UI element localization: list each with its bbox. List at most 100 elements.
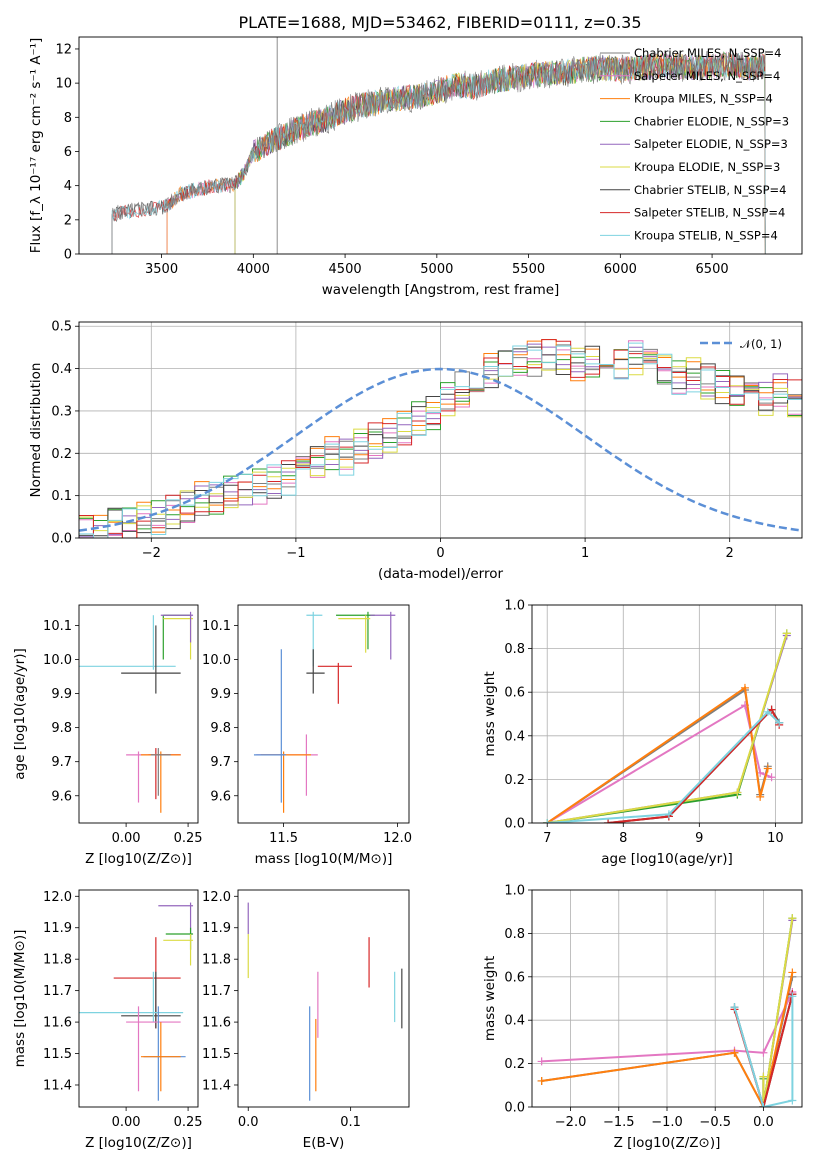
legend-entry: Chabrier STELIB, N_SSP=4 [634, 183, 786, 197]
axes-frame [78, 321, 803, 539]
weight-marker [759, 1048, 768, 1057]
axes-frame [531, 889, 803, 1108]
x-tick-label: 0.1 [340, 1115, 361, 1130]
x-axis-label: mass [log10(M/M⊙)] [255, 851, 393, 867]
x-tick-label: −2.0 [555, 1115, 587, 1130]
y-tick-label: 0.6 [504, 970, 525, 985]
figure-title: PLATE=1688, MJD=53462, FIBERID=0111, z=0… [238, 13, 641, 32]
x-axis-label: age [log10(age/yr)] [601, 851, 733, 867]
y-tick-label: 0.8 [504, 927, 525, 942]
y-tick-label: 10.1 [202, 619, 231, 634]
y-tick-label: 8 [64, 111, 72, 126]
x-tick-label: 0.0 [753, 1115, 774, 1130]
y-tick-label: 9.6 [210, 789, 231, 804]
observed-spectrum-line [111, 49, 766, 254]
y-tick-label: 0.4 [504, 729, 525, 744]
y-tick-label: 0.2 [504, 1057, 525, 1072]
weight-marker [788, 992, 797, 1001]
weight-line [607, 707, 781, 823]
y-tick-label: 0 [64, 248, 72, 263]
y-tick-label: 12.0 [202, 890, 231, 905]
weight-vs-age-panel: 7 8 9 10 0.0 0.2 0.4 0.6 0.8 1.0 age [log10(age/yr… [482, 599, 803, 867]
x-axis-label: Z [log10(Z/Z⊙)] [614, 1135, 721, 1151]
x-tick-label: 7 [543, 831, 551, 846]
x-axis-label: E(B-V) [303, 1135, 345, 1151]
weight-marker [759, 1103, 768, 1107]
y-tick-label: 11.5 [202, 1047, 231, 1062]
x-tick-label: 2 [726, 546, 734, 561]
weight-marker [730, 1003, 739, 1012]
histogram-step [79, 339, 802, 538]
axes-frame [237, 604, 410, 824]
x-tick-label: 0 [436, 546, 444, 561]
histogram-step [79, 342, 802, 538]
x-tick-label: 10 [767, 831, 784, 846]
weight-marker [763, 764, 772, 773]
legend-entry: Kroupa ELODIE, N_SSP=3 [634, 160, 780, 174]
mass-vs-metallicity-panel: 0.00 0.25 11.4 11.5 11.6 11.7 11.8 11.9 12.0 Z [l… [12, 889, 203, 1151]
weight-marker [537, 1057, 546, 1066]
axes-frame [237, 889, 410, 1108]
mass-vs-extinction-panel: 0.0 0.1 11.4 11.5 11.6 11.7 11.8 11.9 12.0 E(B-V) [202, 889, 410, 1151]
y-axis-label: mass weight [482, 671, 498, 756]
legend-entry: Salpeter ELODIE, N_SSP=3 [634, 137, 788, 151]
x-tick-label: 12.0 [383, 831, 412, 846]
x-tick-label: −1.0 [651, 1115, 683, 1130]
weight-line [762, 918, 794, 1107]
y-tick-label: 11.8 [43, 953, 72, 968]
y-tick-label: 9.8 [210, 721, 231, 736]
y-tick-label: 12 [55, 42, 72, 57]
y-tick-label: 0.4 [51, 362, 72, 377]
legend-entry: Kroupa STELIB, N_SSP=4 [634, 228, 778, 242]
y-axis-label: mass [log10(M/M⊙)] [12, 930, 28, 1068]
y-tick-label: 1.0 [504, 884, 525, 899]
y-axis-label: age [log10(age/yr)] [12, 648, 28, 780]
legend-entry: Chabrier ELODIE, N_SSP=3 [634, 114, 789, 128]
y-tick-label: 11.7 [43, 984, 72, 999]
weight-marker [537, 1076, 546, 1085]
legend-entry: Salpeter STELIB, N_SSP=4 [634, 206, 785, 220]
axes-frame [531, 604, 803, 824]
y-tick-label: 0.0 [504, 1101, 525, 1116]
y-tick-label: 0.4 [504, 1014, 525, 1029]
y-tick-label: 10.0 [202, 653, 231, 668]
weight-marker [788, 1096, 797, 1105]
legend-entry: 𝒩(0, 1) [740, 337, 782, 351]
weight-marker [759, 1072, 768, 1081]
y-tick-label: 10.0 [43, 653, 72, 668]
y-tick-label: 11.5 [43, 1047, 72, 1062]
weight-line [733, 996, 794, 1107]
weight-marker [788, 968, 797, 977]
y-tick-label: 0.2 [51, 447, 72, 462]
y-tick-label: 0.8 [504, 642, 525, 657]
weight-marker [788, 914, 797, 923]
legend-entry: Chabrier MILES, N_SSP=4 [634, 46, 781, 60]
weight-line [547, 710, 780, 823]
y-tick-label: 11.9 [43, 921, 72, 936]
y-tick-label: 9.7 [51, 755, 72, 770]
y-tick-label: 0.0 [504, 817, 525, 832]
y-axis-label: mass weight [482, 956, 498, 1041]
y-tick-label: 12.0 [43, 890, 72, 905]
x-tick-label: 3500 [145, 262, 178, 277]
axes-frame [78, 36, 803, 255]
x-tick-label: −1.5 [603, 1115, 635, 1130]
y-tick-label: 10.1 [43, 619, 72, 634]
y-tick-label: 11.9 [202, 921, 231, 936]
x-tick-label: 0.0 [238, 1115, 259, 1130]
y-tick-label: 11.6 [43, 1016, 72, 1031]
x-tick-label: −2 [142, 546, 161, 561]
x-tick-label: 5500 [512, 262, 545, 277]
y-tick-label: 10 [55, 77, 72, 92]
weight-line [541, 972, 794, 1107]
weight-marker [604, 819, 613, 823]
normal-reference-curve [78, 367, 803, 532]
x-tick-label: 4000 [237, 262, 270, 277]
x-tick-label: 0.00 [112, 831, 141, 846]
axes-frame [78, 604, 199, 824]
legend-entry: Kroupa MILES, N_SSP=4 [634, 92, 773, 106]
weight-marker [664, 810, 673, 819]
y-tick-label: 0.0 [51, 532, 72, 547]
x-tick-label: −1 [286, 546, 305, 561]
